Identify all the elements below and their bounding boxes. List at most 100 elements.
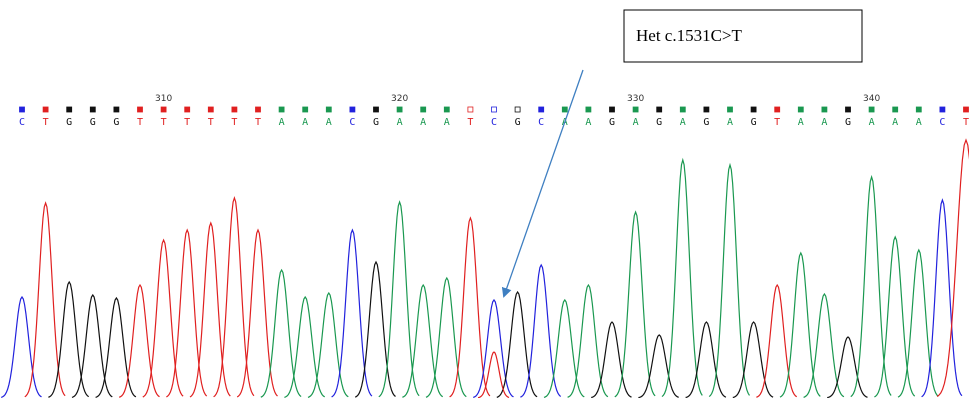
quality-box <box>539 107 544 112</box>
peak <box>898 250 938 397</box>
quality-box <box>728 107 733 112</box>
base-letter: A <box>444 117 450 128</box>
base-letter: A <box>798 117 804 128</box>
quality-box <box>562 107 567 112</box>
base-letter: G <box>656 117 662 128</box>
base-letter: T <box>184 117 190 128</box>
quality-box <box>256 107 261 112</box>
base-letter: A <box>585 117 591 128</box>
quality-box <box>964 107 969 112</box>
quality-box <box>138 107 143 112</box>
base-letter: C <box>491 117 497 128</box>
peak <box>851 177 891 397</box>
base-letter: T <box>231 117 237 128</box>
peak <box>473 300 513 397</box>
base-letter: A <box>916 117 922 128</box>
peak <box>568 285 608 397</box>
peak <box>143 240 183 397</box>
quality-box <box>468 107 473 112</box>
peak <box>332 230 372 397</box>
quality-box <box>893 107 898 112</box>
base-letter: G <box>90 117 96 128</box>
quality-box <box>326 107 331 112</box>
peak <box>922 200 962 397</box>
quality-box <box>161 107 166 112</box>
peak <box>96 298 136 397</box>
quality-box <box>374 107 379 112</box>
quality-box <box>279 107 284 112</box>
quality-box <box>303 107 308 112</box>
base-letter: A <box>279 117 285 128</box>
quality-box <box>657 107 662 112</box>
base-letter: G <box>113 117 119 128</box>
quality-box <box>350 107 355 112</box>
base-letter: A <box>420 117 426 128</box>
base-letter: G <box>373 117 379 128</box>
base-letter: C <box>939 117 945 128</box>
quality-box <box>704 107 709 112</box>
quality-box <box>680 107 685 112</box>
quality-box <box>114 107 119 112</box>
base-letter: T <box>774 117 780 128</box>
base-letter: A <box>892 117 898 128</box>
peak <box>166 230 206 397</box>
base-letter: C <box>538 117 544 128</box>
base-letter: T <box>137 117 143 128</box>
quality-box <box>43 107 48 112</box>
base-letter: A <box>680 117 686 128</box>
base-letter: T <box>208 117 214 128</box>
annotation-arrow <box>504 70 583 296</box>
peak <box>827 337 867 398</box>
quality-box <box>90 107 95 112</box>
base-letter: C <box>349 117 355 128</box>
quality-box <box>822 107 827 112</box>
base-letter: G <box>66 117 72 128</box>
base-letter: T <box>43 117 49 128</box>
base-letter: A <box>633 117 639 128</box>
quality-box <box>20 107 25 112</box>
peak <box>190 223 230 397</box>
annotation-text: Het c.1531C>T <box>636 26 743 45</box>
quality-box <box>232 107 237 112</box>
base-calls: CTGGGTTTTTTAAACGAAATCGCAAGAGAGAGTAAGAAAC… <box>19 94 969 128</box>
base-letter: G <box>751 117 757 128</box>
quality-box <box>185 107 190 112</box>
base-letter: A <box>397 117 403 128</box>
peak <box>497 292 537 397</box>
base-letter: G <box>845 117 851 128</box>
quality-box <box>846 107 851 112</box>
quality-box <box>421 107 426 112</box>
quality-box <box>633 107 638 112</box>
quality-box <box>586 107 591 112</box>
quality-box <box>751 107 756 112</box>
quality-box <box>67 107 72 112</box>
quality-box <box>492 107 497 112</box>
peak <box>520 265 560 397</box>
peak <box>638 335 678 398</box>
quality-box <box>940 107 945 112</box>
base-letter: A <box>869 117 875 128</box>
quality-box <box>916 107 921 112</box>
base-letter: G <box>609 117 615 128</box>
position-label: 340 <box>863 94 880 104</box>
position-label: 330 <box>627 94 644 104</box>
base-letter: A <box>727 117 733 128</box>
quality-box <box>397 107 402 112</box>
peak <box>937 140 969 397</box>
peak <box>662 160 702 397</box>
peak <box>119 285 159 397</box>
peak <box>709 165 749 397</box>
base-letter: T <box>467 117 473 128</box>
quality-box <box>208 107 213 112</box>
traces <box>1 140 969 398</box>
position-label: 310 <box>155 94 172 104</box>
peak <box>780 253 820 397</box>
quality-box <box>610 107 615 112</box>
base-letter: A <box>821 117 827 128</box>
peak <box>591 322 631 398</box>
base-letter: G <box>515 117 521 128</box>
base-letter: A <box>302 117 308 128</box>
peak <box>756 285 796 397</box>
quality-box <box>869 107 874 112</box>
position-label: 320 <box>391 94 408 104</box>
